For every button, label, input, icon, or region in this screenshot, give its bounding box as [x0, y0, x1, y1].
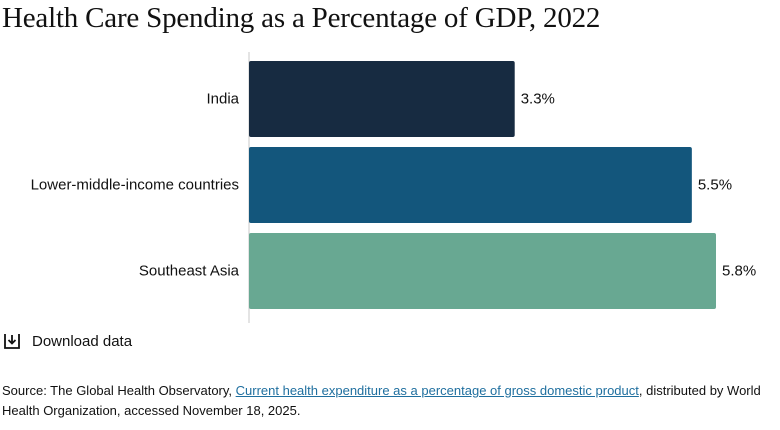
value-label-1: 5.5%	[698, 177, 732, 194]
value-label-0: 3.3%	[521, 91, 555, 108]
source-link[interactable]: Current health expenditure as a percenta…	[235, 383, 639, 398]
download-data-label: Download data	[32, 332, 133, 350]
download-data-button[interactable]: Download data	[2, 330, 132, 352]
source-note: Source: The Global Health Observatory, C…	[2, 381, 772, 421]
category-label-2: Southeast Asia	[139, 263, 240, 280]
bar-0	[249, 61, 515, 137]
chart-title: Health Care Spending as a Percentage of …	[2, 2, 601, 34]
category-label-0: India	[206, 91, 239, 108]
bar-2	[249, 233, 716, 309]
bar-chart: India 3.3% Lower-middle-income countries 5.…	[31, 52, 756, 323]
value-label-2: 5.8%	[722, 263, 756, 280]
source-suffix: , distributed by World Health Organizati…	[2, 383, 761, 418]
source-prefix: Source: The Global Health Observatory,	[2, 383, 236, 398]
download-icon	[4, 334, 20, 349]
category-label-1: Lower-middle-income countries	[31, 177, 239, 194]
bar-1	[249, 147, 692, 223]
